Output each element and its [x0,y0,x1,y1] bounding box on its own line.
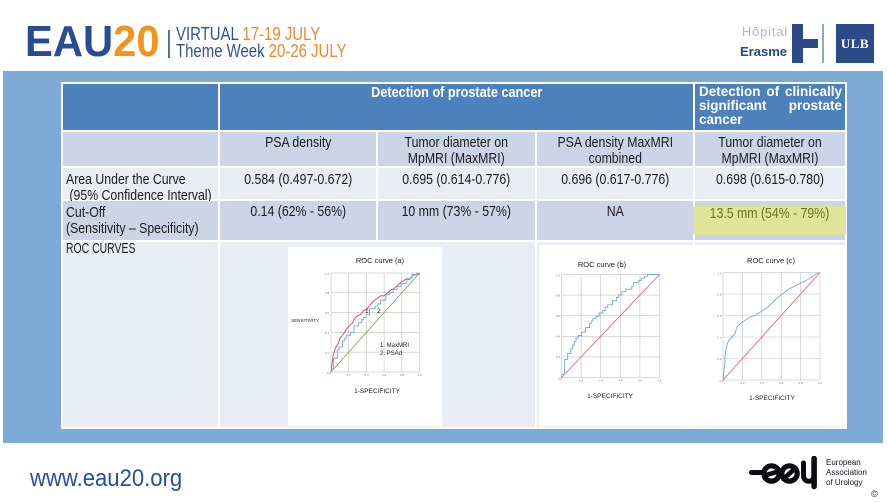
svg-text:0.0: 0.0 [558,376,563,380]
svg-text:0.6: 0.6 [717,314,722,318]
svg-text:1.0: 1.0 [417,373,422,377]
svg-text:0.4: 0.4 [556,334,561,338]
svg-text:ROC curve (b): ROC curve (b) [578,260,627,269]
svg-text:1.0: 1.0 [818,381,823,385]
svg-text:ROC curve (a): ROC curve (a) [356,256,405,265]
svg-text:0.6: 0.6 [618,378,623,382]
svg-text:0.8: 0.8 [400,373,405,377]
svg-text:0.2: 0.2 [717,357,722,361]
svg-text:0.8: 0.8 [799,381,804,385]
svg-text:1-SPECIFICITY: 1-SPECIFICITY [587,393,634,400]
svg-text:1: 1 [365,308,369,315]
svg-text:0.0: 0.0 [719,379,724,383]
svg-text:1.0: 1.0 [657,378,662,382]
svg-text:0.6: 0.6 [382,373,387,377]
svg-text:0.4: 0.4 [325,331,330,335]
svg-text:0.6: 0.6 [779,381,784,385]
svg-text:1.0: 1.0 [717,271,722,275]
svg-text:0.4: 0.4 [364,373,369,377]
svg-text:0.4: 0.4 [717,335,722,339]
svg-text:SENSITIVITY: SENSITIVITY [291,318,319,323]
svg-text:0.8: 0.8 [325,291,330,295]
svg-text:1-SPECIFICITY: 1-SPECIFICITY [354,388,401,395]
svg-text:1-SPECIFICITY: 1-SPECIFICITY [749,395,796,402]
svg-text:0.8: 0.8 [717,292,722,296]
svg-text:2. PSAd: 2. PSAd [380,351,402,357]
svg-text:0.6: 0.6 [556,314,561,318]
svg-text:0.4: 0.4 [760,381,765,385]
svg-text:0.2: 0.2 [325,351,330,355]
svg-text:0.2: 0.2 [740,381,745,385]
svg-text:1.0: 1.0 [556,273,561,277]
svg-text:2: 2 [377,308,381,315]
svg-text:0.4: 0.4 [599,378,604,382]
svg-text:0.8: 0.8 [638,378,643,382]
svg-text:0.2: 0.2 [579,378,584,382]
svg-text:0.2: 0.2 [347,373,352,377]
svg-text:1.0: 1.0 [325,272,330,276]
svg-text:1. MaxMRI: 1. MaxMRI [380,343,409,349]
svg-text:ROC curve (c): ROC curve (c) [747,256,795,265]
svg-text:0.0: 0.0 [327,371,332,375]
svg-text:0.6: 0.6 [325,311,330,315]
svg-text:0.8: 0.8 [556,293,561,297]
svg-text:0.2: 0.2 [556,355,561,359]
